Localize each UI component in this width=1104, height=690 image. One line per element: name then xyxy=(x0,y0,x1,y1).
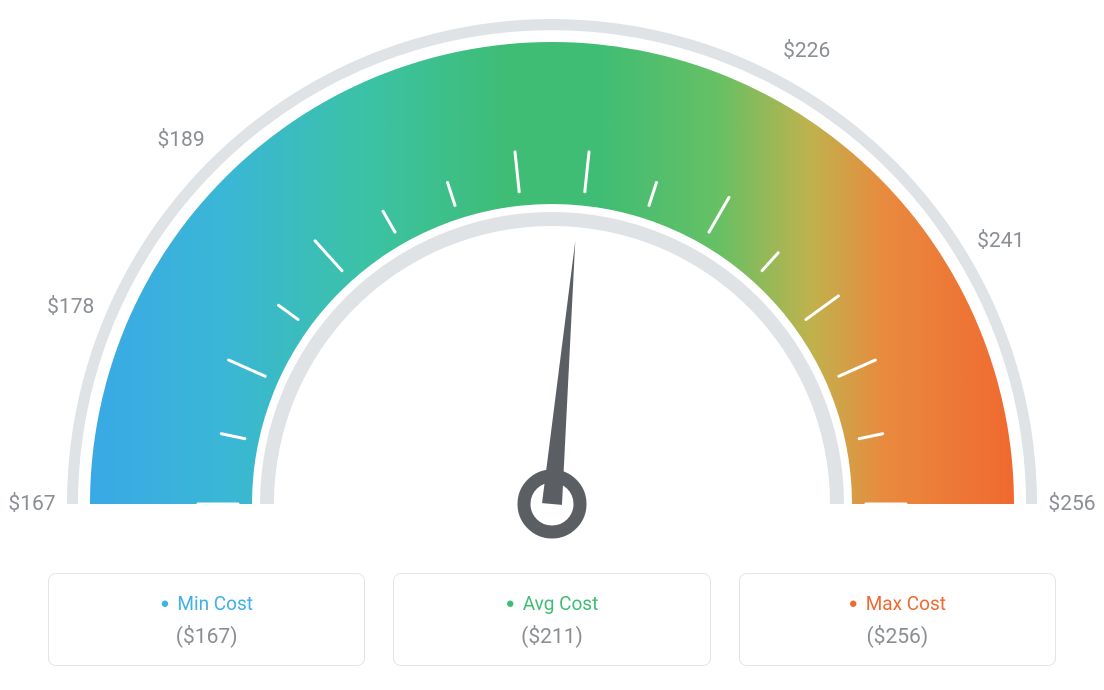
gauge-tick-label: $241 xyxy=(977,229,1024,253)
gauge-tick-label: $189 xyxy=(157,128,204,152)
avg-cost-card: Avg Cost ($211) xyxy=(393,573,710,666)
gauge-tick-label: $167 xyxy=(8,492,55,516)
max-cost-card: Max Cost ($256) xyxy=(739,573,1056,666)
max-cost-value: ($256) xyxy=(764,625,1031,649)
gauge-tick-label: $226 xyxy=(783,39,830,63)
avg-cost-value: ($211) xyxy=(418,625,685,649)
min-cost-card: Min Cost ($167) xyxy=(48,573,365,666)
gauge-container: $167$178$189$211$226$241$256 xyxy=(0,0,1104,560)
summary-cards: Min Cost ($167) Avg Cost ($211) Max Cost… xyxy=(48,573,1056,666)
min-cost-title: Min Cost xyxy=(73,592,340,615)
tick-labels-layer: $167$178$189$211$226$241$256 xyxy=(0,0,1104,560)
max-cost-title: Max Cost xyxy=(764,592,1031,615)
avg-cost-title: Avg Cost xyxy=(418,592,685,615)
min-cost-value: ($167) xyxy=(73,625,340,649)
gauge-tick-label: $256 xyxy=(1048,492,1095,516)
gauge-tick-label: $178 xyxy=(47,295,94,319)
